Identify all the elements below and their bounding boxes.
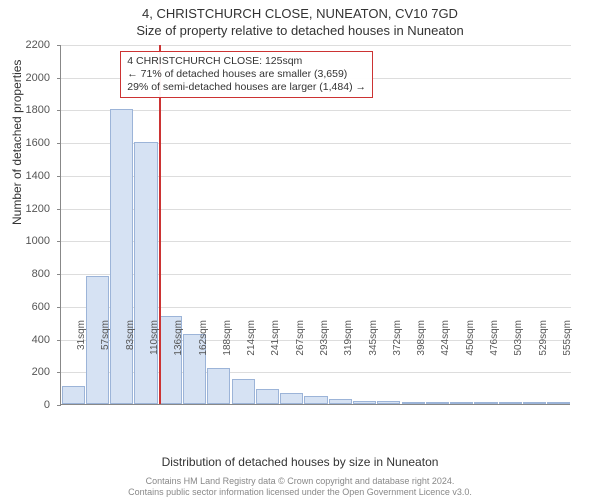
histogram-bar xyxy=(474,402,497,404)
ytick-label: 400 xyxy=(0,334,50,346)
footer-line1: Contains HM Land Registry data © Crown c… xyxy=(0,476,600,487)
xtick-label: 398sqm xyxy=(416,320,427,365)
xtick-label: 476sqm xyxy=(489,320,500,365)
histogram-bar xyxy=(304,396,327,404)
histogram-bar xyxy=(232,379,255,404)
x-axis-label: Distribution of detached houses by size … xyxy=(0,455,600,469)
histogram-bar xyxy=(377,401,400,404)
histogram-bar xyxy=(450,402,473,404)
ytick-mark xyxy=(57,372,61,373)
histogram-bar xyxy=(499,402,522,404)
ytick-mark xyxy=(57,78,61,79)
histogram-bar xyxy=(62,386,85,404)
ytick-label: 1200 xyxy=(0,203,50,215)
ytick-mark xyxy=(57,209,61,210)
xtick-label: 214sqm xyxy=(246,320,257,365)
page-title-address: 4, CHRISTCHURCH CLOSE, NUNEATON, CV10 7G… xyxy=(0,6,600,23)
histogram-bar xyxy=(353,401,376,404)
ytick-label: 1800 xyxy=(0,104,50,116)
histogram-bar xyxy=(523,402,546,404)
ytick-mark xyxy=(57,176,61,177)
xtick-label: 31sqm xyxy=(76,320,87,365)
ytick-mark xyxy=(57,307,61,308)
histogram-bar xyxy=(207,368,230,404)
footer-line2: Contains public sector information licen… xyxy=(0,487,600,498)
ytick-mark xyxy=(57,405,61,406)
xtick-label: 241sqm xyxy=(270,320,281,365)
ytick-label: 800 xyxy=(0,268,50,280)
gridline xyxy=(61,45,571,46)
histogram-bar xyxy=(547,402,570,404)
histogram-bar xyxy=(329,399,352,404)
annotation-line1: 4 CHRISTCHURCH CLOSE: 125sqm xyxy=(127,55,366,68)
xtick-label: 555sqm xyxy=(562,320,573,365)
xtick-label: 450sqm xyxy=(465,320,476,365)
histogram-bar xyxy=(280,393,303,404)
ytick-label: 200 xyxy=(0,366,50,378)
ytick-label: 0 xyxy=(0,399,50,411)
ytick-mark xyxy=(57,110,61,111)
xtick-label: 110sqm xyxy=(149,320,160,365)
xtick-label: 345sqm xyxy=(368,320,379,365)
annotation-box: 4 CHRISTCHURCH CLOSE: 125sqm← 71% of det… xyxy=(120,51,373,98)
ytick-label: 600 xyxy=(0,301,50,313)
annotation-line2: ← 71% of detached houses are smaller (3,… xyxy=(127,68,366,81)
gridline xyxy=(61,110,571,111)
ytick-label: 2200 xyxy=(0,39,50,51)
xtick-label: 503sqm xyxy=(513,320,524,365)
xtick-label: 57sqm xyxy=(100,320,111,365)
ytick-mark xyxy=(57,143,61,144)
ytick-label: 1000 xyxy=(0,235,50,247)
ytick-mark xyxy=(57,340,61,341)
footer-attribution: Contains HM Land Registry data © Crown c… xyxy=(0,476,600,498)
xtick-label: 529sqm xyxy=(538,320,549,365)
ytick-label: 1400 xyxy=(0,170,50,182)
xtick-label: 188sqm xyxy=(222,320,233,365)
page-title-subtitle: Size of property relative to detached ho… xyxy=(0,23,600,40)
xtick-label: 136sqm xyxy=(173,320,184,365)
xtick-label: 267sqm xyxy=(295,320,306,365)
histogram-bar xyxy=(402,402,425,404)
ytick-label: 2000 xyxy=(0,72,50,84)
ytick-mark xyxy=(57,241,61,242)
xtick-label: 424sqm xyxy=(440,320,451,365)
histogram-bar xyxy=(426,402,449,404)
ytick-label: 1600 xyxy=(0,137,50,149)
ytick-mark xyxy=(57,274,61,275)
xtick-label: 319sqm xyxy=(343,320,354,365)
xtick-label: 83sqm xyxy=(125,320,136,365)
xtick-label: 372sqm xyxy=(392,320,403,365)
xtick-label: 293sqm xyxy=(319,320,330,365)
ytick-mark xyxy=(57,45,61,46)
histogram-bar xyxy=(256,389,279,404)
annotation-line3: 29% of semi-detached houses are larger (… xyxy=(127,81,366,94)
xtick-label: 162sqm xyxy=(198,320,209,365)
